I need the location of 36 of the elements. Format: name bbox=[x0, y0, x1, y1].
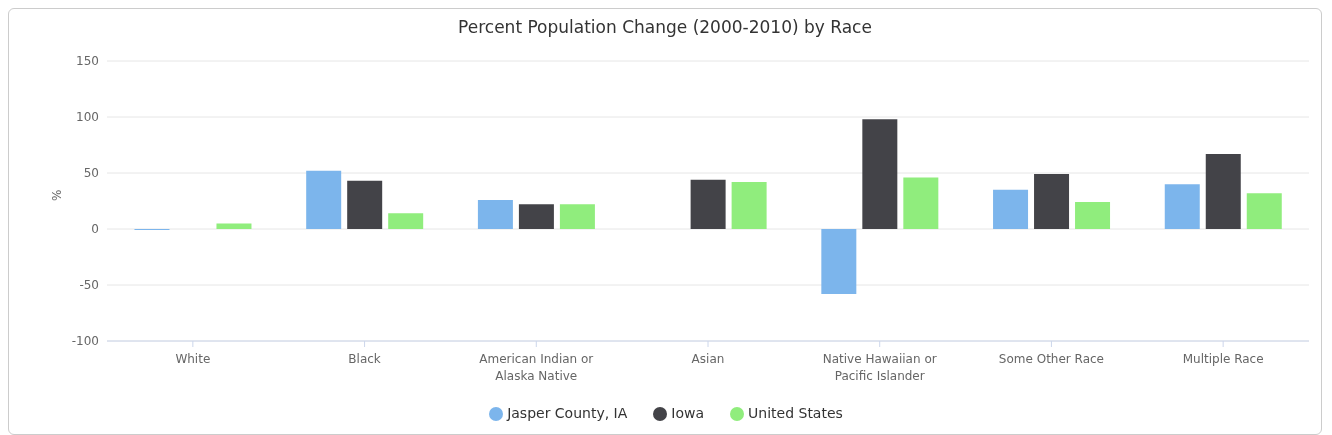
x-tick-label: Multiple Race bbox=[1182, 352, 1264, 366]
y-tick-label: 150 bbox=[76, 54, 99, 69]
x-tick-label: Asian bbox=[691, 352, 725, 366]
legend-label: Iowa bbox=[671, 405, 705, 421]
bar bbox=[518, 204, 554, 229]
bar bbox=[1205, 153, 1241, 229]
bar bbox=[1034, 174, 1070, 229]
bar bbox=[731, 181, 767, 229]
bar bbox=[559, 204, 595, 229]
bar bbox=[862, 119, 898, 229]
bar bbox=[821, 229, 857, 294]
bar bbox=[1246, 193, 1282, 229]
chart-title: Percent Population Change (2000-2010) by Race bbox=[457, 17, 873, 39]
bar bbox=[993, 189, 1029, 229]
y-tick-label: 0 bbox=[91, 222, 99, 237]
y-tick-label: -100 bbox=[71, 334, 99, 349]
y-tick-label: 100 bbox=[76, 110, 99, 125]
x-tick-label: Native Hawaiian or Pacific Islander bbox=[822, 352, 937, 383]
x-tick-label: American Indian or Alaska Native bbox=[479, 352, 594, 383]
bar bbox=[306, 170, 342, 229]
bar bbox=[388, 213, 424, 229]
y-tick-label: -50 bbox=[79, 278, 99, 293]
bar bbox=[216, 223, 252, 229]
y-axis-title: % bbox=[50, 189, 65, 201]
bar bbox=[477, 199, 513, 229]
x-tick-label: Some Other Race bbox=[998, 352, 1104, 366]
y-tick-label: 50 bbox=[83, 166, 99, 181]
bar bbox=[1075, 202, 1111, 229]
bar bbox=[690, 179, 726, 229]
bar bbox=[347, 180, 383, 229]
bar bbox=[903, 177, 939, 229]
legend-label: United States bbox=[748, 405, 843, 421]
x-tick-label: Black bbox=[348, 352, 381, 366]
x-tick-label: White bbox=[175, 352, 211, 366]
legend-label: Jasper County, IA bbox=[507, 405, 628, 421]
bar bbox=[1164, 184, 1200, 229]
